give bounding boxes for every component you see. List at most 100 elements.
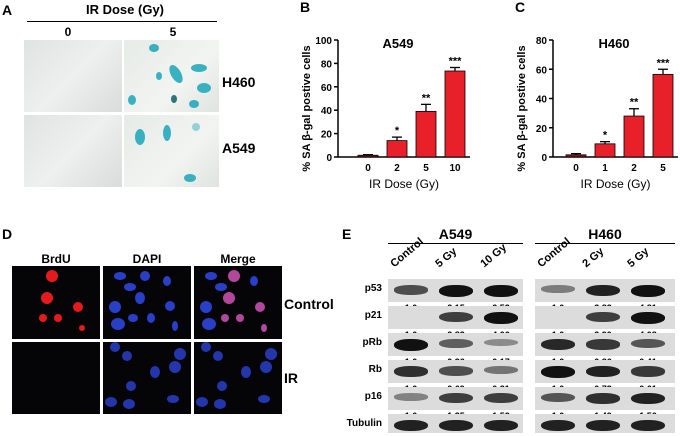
bar xyxy=(444,70,466,158)
bar xyxy=(565,154,587,158)
x-tick-label: 10 xyxy=(449,163,461,174)
group-line xyxy=(535,243,675,244)
protein-band xyxy=(631,420,665,432)
y-tick-label: 20 xyxy=(536,124,548,135)
group-label-h460: H460 xyxy=(588,226,622,242)
brdu-control-image xyxy=(12,266,100,339)
y-tick-label: 40 xyxy=(536,95,548,106)
protein-band xyxy=(631,366,665,377)
brdu-ir-image xyxy=(12,342,100,414)
protein-band xyxy=(541,393,575,403)
protein-band xyxy=(394,285,428,295)
protein-band xyxy=(541,420,575,432)
y-axis-label: % SA β-gal postive cells xyxy=(516,45,528,171)
x-axis-label: IR Dose (Gy) xyxy=(369,177,439,191)
protein-label-p21: p21 xyxy=(364,310,382,321)
bar xyxy=(357,154,379,158)
protein-band xyxy=(439,285,473,297)
micrograph-a549-0gy xyxy=(24,115,122,187)
lane-label: 5 Gy xyxy=(433,245,460,270)
protein-band xyxy=(439,393,473,404)
protein-band xyxy=(586,285,620,297)
y-axis-label: % SA β-gal postive cells xyxy=(301,45,313,171)
protein-band xyxy=(586,420,620,432)
micrograph-h460-0gy xyxy=(24,40,122,112)
y-tick-label: 0 xyxy=(326,153,332,164)
micrograph-a549-5gy xyxy=(124,115,219,187)
protein-band xyxy=(394,339,428,351)
panel-d-label: D xyxy=(2,226,13,242)
protein-band xyxy=(586,312,620,323)
protein-band xyxy=(439,420,473,432)
protein-label-tubulin: Tubulin xyxy=(346,418,382,429)
protein-band xyxy=(631,393,665,405)
protein-band xyxy=(484,339,518,347)
significance-marker: * xyxy=(603,130,608,142)
panel-e-label: E xyxy=(342,226,352,242)
y-tick-label: 80 xyxy=(536,36,548,47)
significance-marker: *** xyxy=(657,57,671,69)
merge-control-image xyxy=(194,266,282,339)
protein-band xyxy=(484,420,518,432)
chart-title: A549 xyxy=(382,36,413,51)
significance-marker: *** xyxy=(449,55,463,67)
protein-band xyxy=(586,339,620,350)
dapi-control-image xyxy=(103,266,191,339)
x-tick-label: 1 xyxy=(602,163,608,174)
lane-label: 10 Gy xyxy=(478,241,509,270)
x-tick-label: 5 xyxy=(423,163,429,174)
y-tick-label: 20 xyxy=(321,130,333,141)
protein-band xyxy=(631,285,665,297)
row-label-control: Control xyxy=(284,296,334,312)
protein-band xyxy=(394,420,428,432)
col-label-dapi: DAPI xyxy=(132,252,162,266)
x-tick-label: 2 xyxy=(394,163,400,174)
lane-label: 2 Gy xyxy=(580,245,607,270)
y-tick-label: 0 xyxy=(541,153,547,164)
protein-band xyxy=(484,366,518,375)
panel-a-label: A xyxy=(2,2,13,18)
protein-band xyxy=(484,312,518,324)
x-tick-label: 0 xyxy=(365,163,371,174)
x-axis-label: IR Dose (Gy) xyxy=(580,177,650,191)
bar xyxy=(623,115,645,158)
panel-label: B xyxy=(300,0,310,15)
col-label-brdu: BrdU xyxy=(41,252,71,266)
protein-label-p53: p53 xyxy=(364,283,382,294)
protein-band xyxy=(586,393,620,404)
col-label-5: 5 xyxy=(169,25,177,39)
row-label-h460: H460 xyxy=(222,74,256,90)
micrograph-h460-5gy xyxy=(124,40,219,112)
merge-ir-image xyxy=(194,342,282,414)
y-tick-label: 100 xyxy=(315,36,332,47)
protein-label-p16: p16 xyxy=(364,391,382,402)
lane-label: 5 Gy xyxy=(625,245,652,270)
protein-band xyxy=(631,312,665,324)
row-label-ir: IR xyxy=(284,370,298,386)
significance-marker: ** xyxy=(422,92,431,104)
protein-band xyxy=(541,285,575,293)
x-tick-label: 0 xyxy=(573,163,579,174)
group-line xyxy=(388,243,523,244)
protein-band xyxy=(541,339,575,351)
y-tick-label: 40 xyxy=(321,106,333,117)
panel-label: C xyxy=(515,0,525,15)
significance-marker: ** xyxy=(630,97,639,109)
bar xyxy=(415,110,437,158)
header-line xyxy=(27,21,217,22)
col-label-merge: Merge xyxy=(220,252,256,266)
panel-a-header: IR Dose (Gy) xyxy=(85,2,164,17)
y-tick-label: 80 xyxy=(321,59,333,70)
protein-label-prb: pRb xyxy=(362,337,382,348)
group-label-a549: A549 xyxy=(438,226,473,242)
protein-band xyxy=(394,393,428,401)
bar xyxy=(652,73,674,158)
protein-band xyxy=(439,339,473,348)
y-tick-label: 60 xyxy=(321,83,333,94)
y-tick-label: 60 xyxy=(536,65,548,76)
significance-marker: * xyxy=(395,125,400,137)
protein-band xyxy=(631,339,665,349)
bar xyxy=(594,143,616,158)
protein-band xyxy=(484,285,518,297)
